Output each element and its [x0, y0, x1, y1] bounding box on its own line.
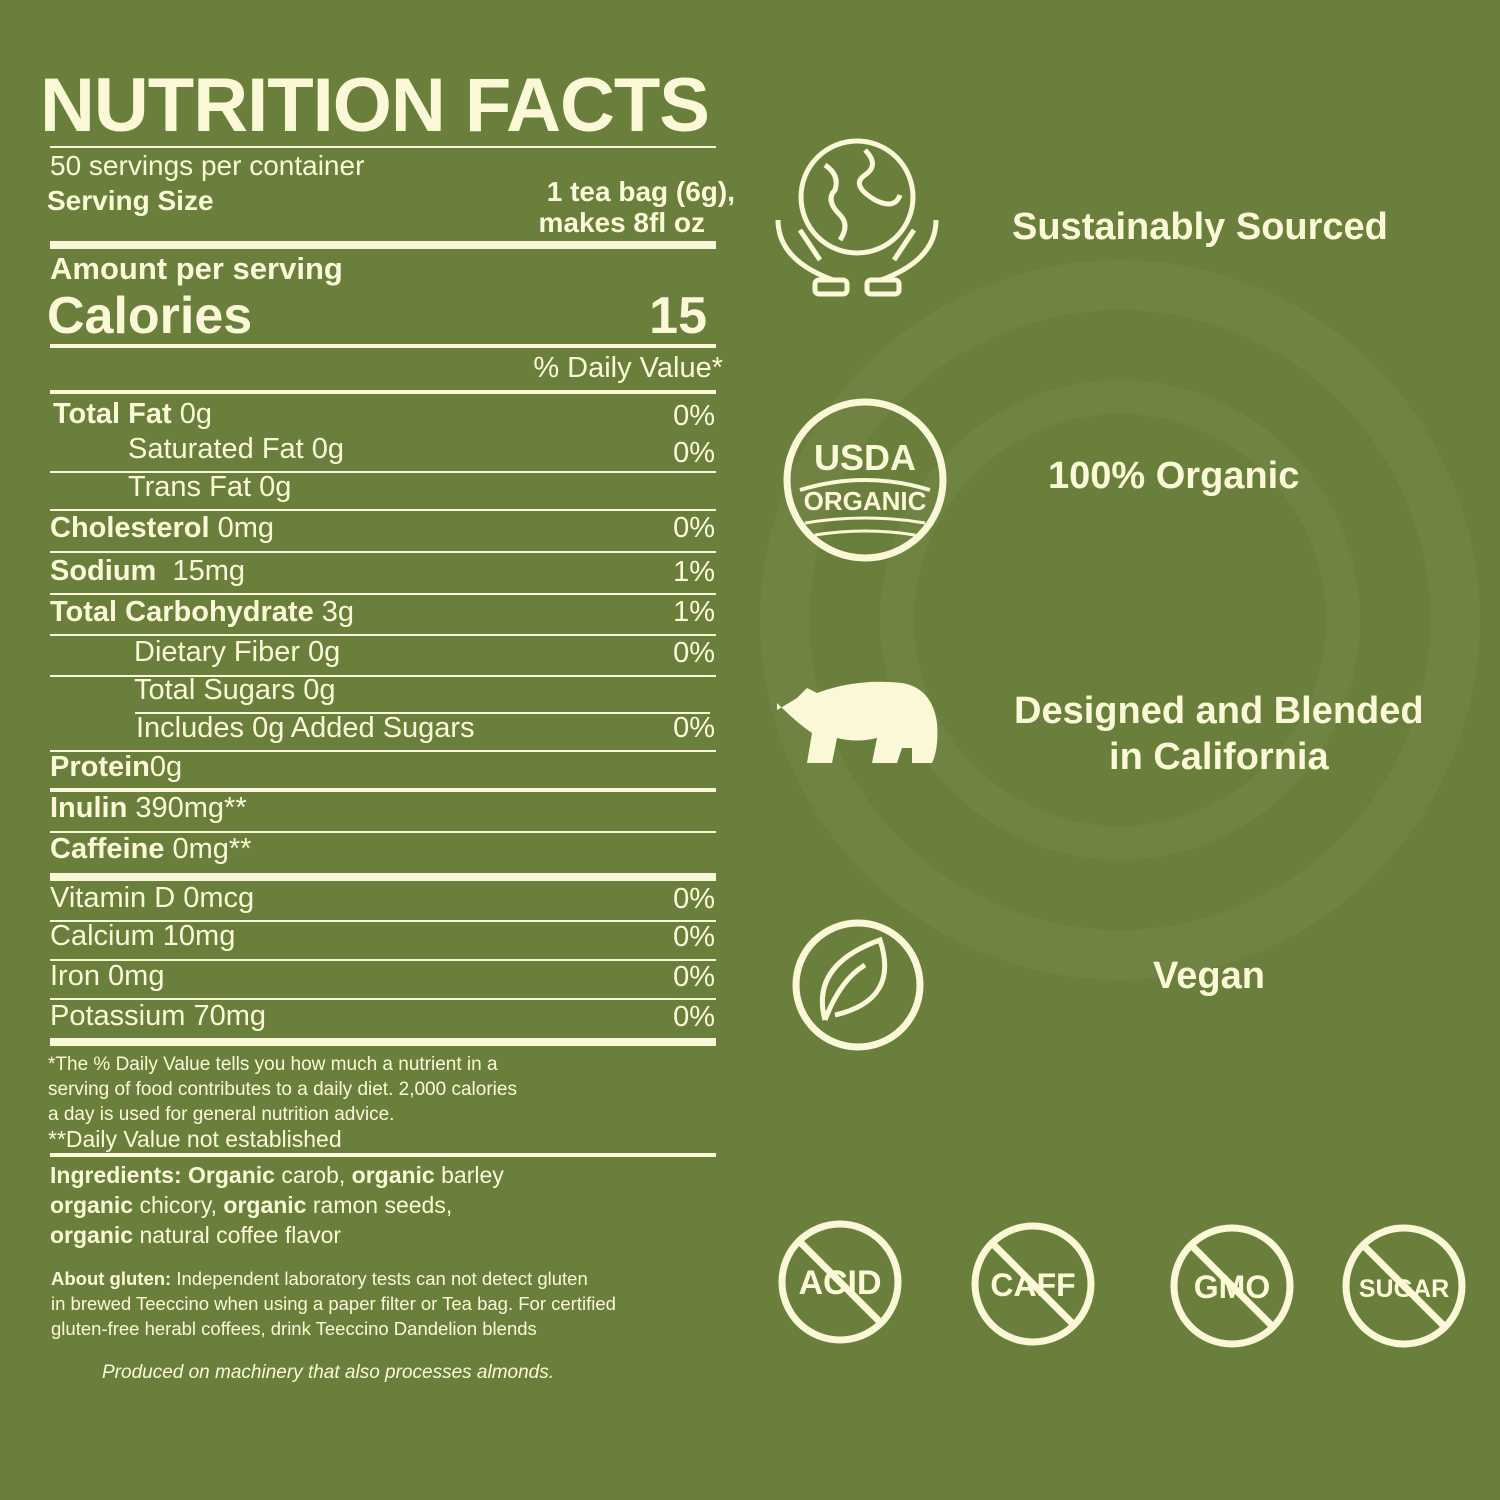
nutrient-row: Potassium 70mg: [50, 1000, 266, 1032]
nutrient-row: Caffeine 0mg**: [50, 833, 252, 865]
divider: [50, 920, 716, 922]
servings-per-container: 50 servings per container: [50, 150, 365, 181]
divider: [50, 1038, 716, 1046]
svg-text:USDA: USDA: [814, 437, 916, 478]
serving-size-value: 1 tea bag (6g),: [546, 176, 735, 207]
divider: [50, 471, 716, 473]
feature-label: Designed and Blended in California: [1014, 690, 1424, 778]
bear-icon: [777, 681, 938, 763]
divider: [50, 593, 716, 595]
divider: [50, 344, 716, 348]
serving-size-value-2: makes 8fl oz: [538, 207, 705, 238]
nutrient-row: Inulin 390mg**: [50, 792, 247, 824]
feature-label: 100% Organic: [1048, 455, 1300, 497]
allergen-notice: Produced on machinery that also processe…: [102, 1362, 555, 1383]
nutrient-row: Total Sugars 0g: [134, 674, 336, 706]
nutrient-dv: 1%: [673, 596, 715, 628]
calories-value: 15: [649, 287, 707, 345]
divider: [50, 788, 716, 792]
nutrient-dv: 0%: [673, 637, 715, 669]
leaf-icon: [792, 919, 924, 1051]
divider: [50, 390, 716, 394]
nutrient-row: Sodium 15mg: [50, 555, 246, 587]
svg-text:CAFF: CAFF: [990, 1267, 1075, 1303]
divider: [50, 750, 716, 752]
nutrient-dv: 0%: [673, 512, 715, 544]
nutrient-dv: 0%: [673, 961, 715, 993]
divider: [50, 241, 716, 249]
nutrient-row: Vitamin D 0mcg: [50, 882, 255, 914]
page-title: NUTRITION FACTS: [40, 63, 710, 148]
divider: [50, 634, 716, 636]
feature-label: Vegan: [1153, 955, 1265, 997]
nutrient-dv: 0%: [673, 400, 715, 432]
divider: [50, 831, 716, 833]
usda-organic-seal-icon: USDA ORGANIC: [783, 398, 947, 562]
no-caffeine-icon: CAFF: [971, 1222, 1095, 1346]
serving-size-label: Serving Size: [47, 185, 214, 216]
nutrient-row: Calcium 10mg: [50, 920, 236, 952]
nutrient-dv: 0%: [673, 437, 715, 469]
calories-label: Calories: [47, 287, 253, 345]
nutrient-dv: 0%: [673, 1001, 715, 1033]
no-gmo-icon: GMO: [1170, 1224, 1294, 1348]
globe-in-hands-icon: [775, 138, 939, 297]
svg-text:GMO: GMO: [1194, 1269, 1270, 1305]
divider: [50, 873, 716, 881]
nutrient-dv: 1%: [673, 556, 715, 588]
feature-label: Sustainably Sourced: [1012, 206, 1388, 248]
background-pattern: [880, 380, 1360, 860]
no-acid-icon: ACID: [778, 1220, 902, 1344]
nutrient-row: Protein0g: [50, 751, 183, 783]
nutrient-row: Saturated Fat 0g: [128, 433, 345, 465]
svg-text:SUGAR: SUGAR: [1359, 1275, 1449, 1303]
divider: [50, 146, 716, 148]
divider: [50, 675, 716, 677]
nutrient-row: Iron 0mg: [50, 960, 165, 992]
svg-text:ACID: ACID: [798, 1264, 881, 1302]
daily-value-header: % Daily Value*: [533, 352, 723, 384]
nutrient-row: Total Carbohydrate 3g: [50, 596, 355, 628]
nutrient-row: Dietary Fiber 0g: [134, 636, 341, 668]
nutrient-dv: 0%: [673, 921, 715, 953]
nutrient-row: Includes 0g Added Sugars: [136, 712, 475, 744]
nutrient-row: Total Fat 0g: [53, 398, 213, 430]
nutrient-row: Trans Fat 0g: [128, 471, 292, 503]
divider: [50, 1153, 716, 1157]
amount-per-serving: Amount per serving: [50, 251, 343, 286]
ingredients: Ingredients: Organic carob, organic barl…: [50, 1162, 504, 1248]
nutrient-dv: 0%: [673, 712, 715, 744]
gluten-notice: About gluten: Independent laboratory tes…: [51, 1268, 616, 1339]
divider: [50, 551, 716, 553]
nutrient-row: Cholesterol 0mg: [50, 512, 275, 544]
divider: [135, 712, 710, 714]
no-sugar-icon: SUGAR: [1342, 1224, 1466, 1348]
svg-text:ORGANIC: ORGANIC: [804, 486, 927, 516]
footnote: *The % Daily Value tells you how much a …: [48, 1054, 517, 1152]
divider: [50, 998, 716, 1000]
nutrient-dv: 0%: [673, 883, 715, 915]
divider: [50, 959, 716, 961]
divider: [50, 509, 716, 511]
